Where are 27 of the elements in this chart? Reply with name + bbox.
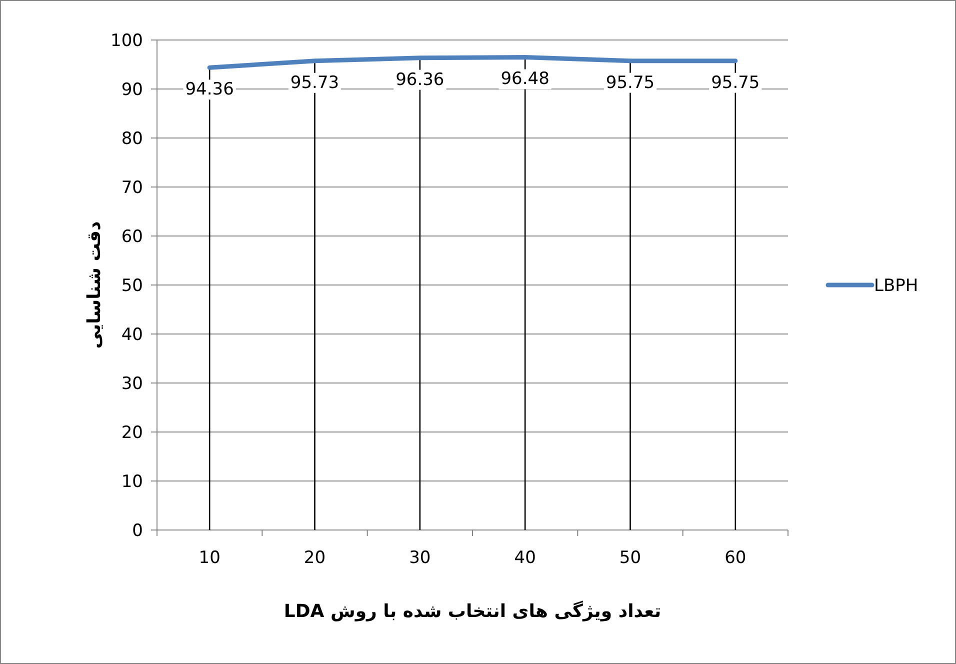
y-tick-label: 0 (132, 521, 143, 541)
y-tick-label: 60 (121, 227, 143, 247)
y-tick-label: 40 (121, 325, 143, 345)
y-tick-label: 30 (121, 374, 143, 394)
x-tick-label: 50 (619, 548, 642, 568)
x-tick-label: 20 (304, 548, 326, 568)
y-tick-label: 10 (121, 472, 143, 492)
y-tick-label: 20 (121, 423, 143, 443)
x-tick-label: 40 (514, 548, 536, 568)
y-tick-label: 50 (121, 276, 143, 296)
x-axis-title: تعداد ویژگی های انتخاب شده با روش LDA (284, 600, 662, 622)
data-label: 96.36 (396, 70, 444, 90)
data-label: 95.73 (290, 72, 340, 93)
data-label: 94.36 (185, 80, 234, 100)
y-tick-label: 100 (110, 31, 143, 51)
data-label: 95.75 (606, 72, 655, 93)
y-tick-label: 80 (121, 129, 143, 149)
x-tick-label: 60 (724, 548, 746, 568)
x-tick-label: 10 (198, 548, 220, 568)
x-tick-label: 30 (409, 548, 431, 568)
line-series (207, 55, 738, 70)
y-axis-title: دقت شناسایی (84, 221, 105, 349)
y-tick-label: 70 (121, 178, 143, 198)
data-label: 95.75 (711, 72, 760, 93)
y-tick-label: 90 (121, 80, 143, 100)
legend-label: LBPH (874, 276, 918, 296)
data-label: 96.48 (500, 69, 550, 90)
